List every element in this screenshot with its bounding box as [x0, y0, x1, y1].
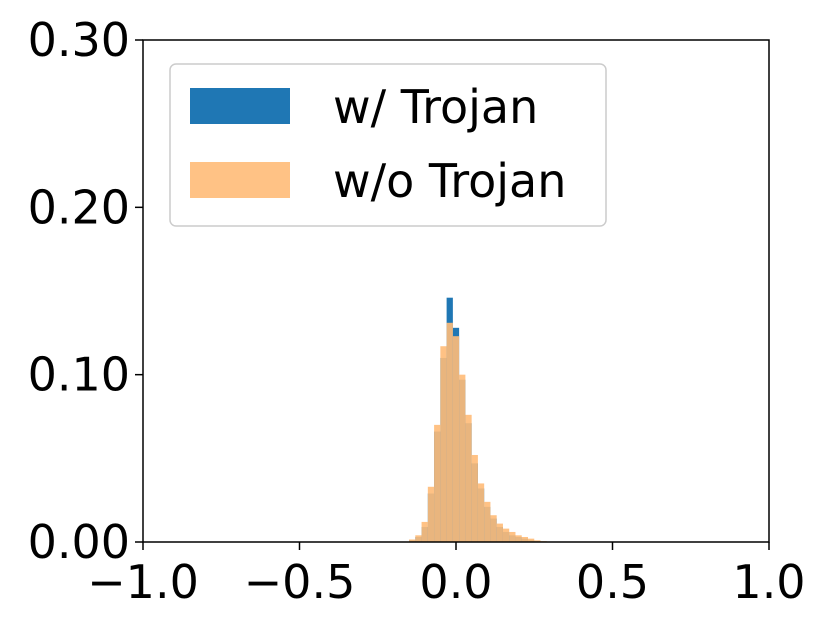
histogram-bar: [415, 535, 422, 542]
x-tick-label: −1.0: [87, 555, 199, 609]
histogram-bar: [534, 540, 541, 542]
histogram-bar: [502, 528, 510, 542]
x-tick-label: 0.5: [576, 555, 649, 609]
histogram-bar: [465, 414, 472, 542]
histogram-bar: [521, 536, 528, 542]
histogram-bar: [490, 515, 497, 542]
legend-label: w/ Trojan: [333, 80, 538, 134]
y-tick-label: 0.30: [28, 13, 130, 67]
series-without-trojan: [409, 322, 547, 542]
histogram-bar: [515, 535, 522, 542]
legend-label: w/o Trojan: [333, 154, 566, 208]
histogram-bar: [452, 336, 460, 542]
legend-swatch: [190, 88, 290, 124]
y-tick-label: 0.20: [28, 180, 130, 234]
y-tick-label: 0.00: [28, 515, 130, 569]
legend: w/ Trojan w/o Trojan: [169, 63, 607, 227]
histogram-bar: [409, 539, 416, 542]
histogram-bar: [484, 501, 491, 542]
bars-layer: [409, 297, 547, 542]
histogram-bar: [427, 486, 435, 542]
histogram-bar: [496, 523, 503, 542]
histogram-bar: [527, 538, 535, 542]
y-tick-label: 0.10: [28, 348, 130, 402]
x-axis: −1.0 −0.5 0.0 0.5 1.0: [87, 542, 806, 609]
histogram-bar: [471, 454, 478, 542]
histogram-bar: [509, 531, 516, 542]
histogram-bar: [459, 374, 466, 542]
x-tick-label: 0.0: [419, 555, 492, 609]
y-axis: 0.00 0.10 0.20 0.30: [28, 13, 143, 569]
histogram-bar: [446, 322, 453, 542]
histogram-bar: [434, 424, 441, 542]
histogram-bar: [440, 346, 447, 542]
histogram-bar: [421, 521, 428, 542]
x-tick-label: 1.0: [732, 555, 805, 609]
x-tick-label: −0.5: [244, 555, 356, 609]
legend-swatch: [190, 162, 290, 198]
histogram-bar: [477, 483, 485, 542]
